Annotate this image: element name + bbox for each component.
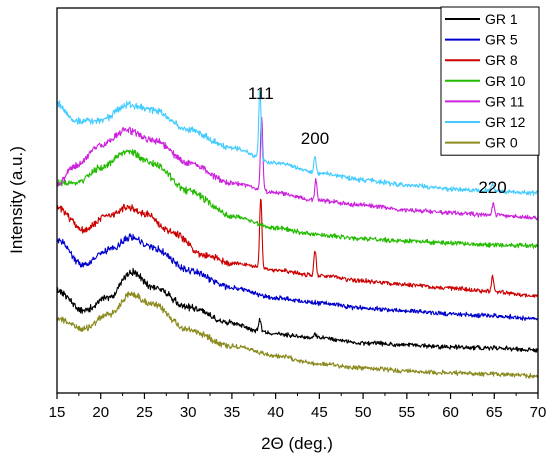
x-tick-label: 65	[486, 404, 503, 421]
x-tick-label: 45	[311, 404, 328, 421]
x-tick-label: 30	[180, 404, 197, 421]
legend-label: GR 11	[485, 93, 525, 109]
legend-label: GR 8	[485, 52, 518, 68]
legend: GR 1 GR 5 GR 8 GR 10 GR 11 GR 12 GR 0	[440, 6, 540, 156]
x-tick-label: 35	[224, 404, 241, 421]
trace-gr-11	[56, 116, 539, 221]
trace-gr-5	[56, 233, 539, 321]
legend-label: GR 0	[485, 135, 518, 151]
trace-gr-1	[56, 267, 538, 353]
legend-label: GR 12	[485, 114, 526, 130]
trace-gr-8	[56, 198, 539, 298]
peak-label-220: 220	[478, 178, 506, 197]
series-traces	[56, 89, 539, 379]
x-tick-label: 50	[355, 404, 372, 421]
x-tick-label: 15	[49, 404, 66, 421]
legend-label: GR 5	[485, 32, 518, 48]
trace-gr-12	[56, 89, 539, 196]
x-axis: 15 20 25 30 35 40 45 50 55 60 65 70	[49, 393, 547, 421]
x-tick-label: 40	[267, 404, 284, 421]
y-axis-title: Intensity (a.u.)	[7, 146, 26, 254]
x-axis-title: 2Θ (deg.)	[261, 434, 333, 453]
x-tick-label: 60	[442, 404, 459, 421]
peak-label-111: 111	[248, 84, 274, 103]
legend-label: GR 10	[485, 73, 526, 89]
legend-label: GR 1	[485, 11, 518, 27]
peak-label-200: 200	[301, 129, 329, 148]
trace-gr-0	[56, 291, 539, 379]
peak-annotations: 111 200 220	[248, 84, 507, 197]
x-tick-label: 25	[136, 404, 153, 421]
x-tick-label: 55	[398, 404, 415, 421]
trace-gr-10	[56, 149, 539, 249]
x-tick-label: 70	[530, 404, 547, 421]
x-tick-label: 20	[92, 404, 109, 421]
